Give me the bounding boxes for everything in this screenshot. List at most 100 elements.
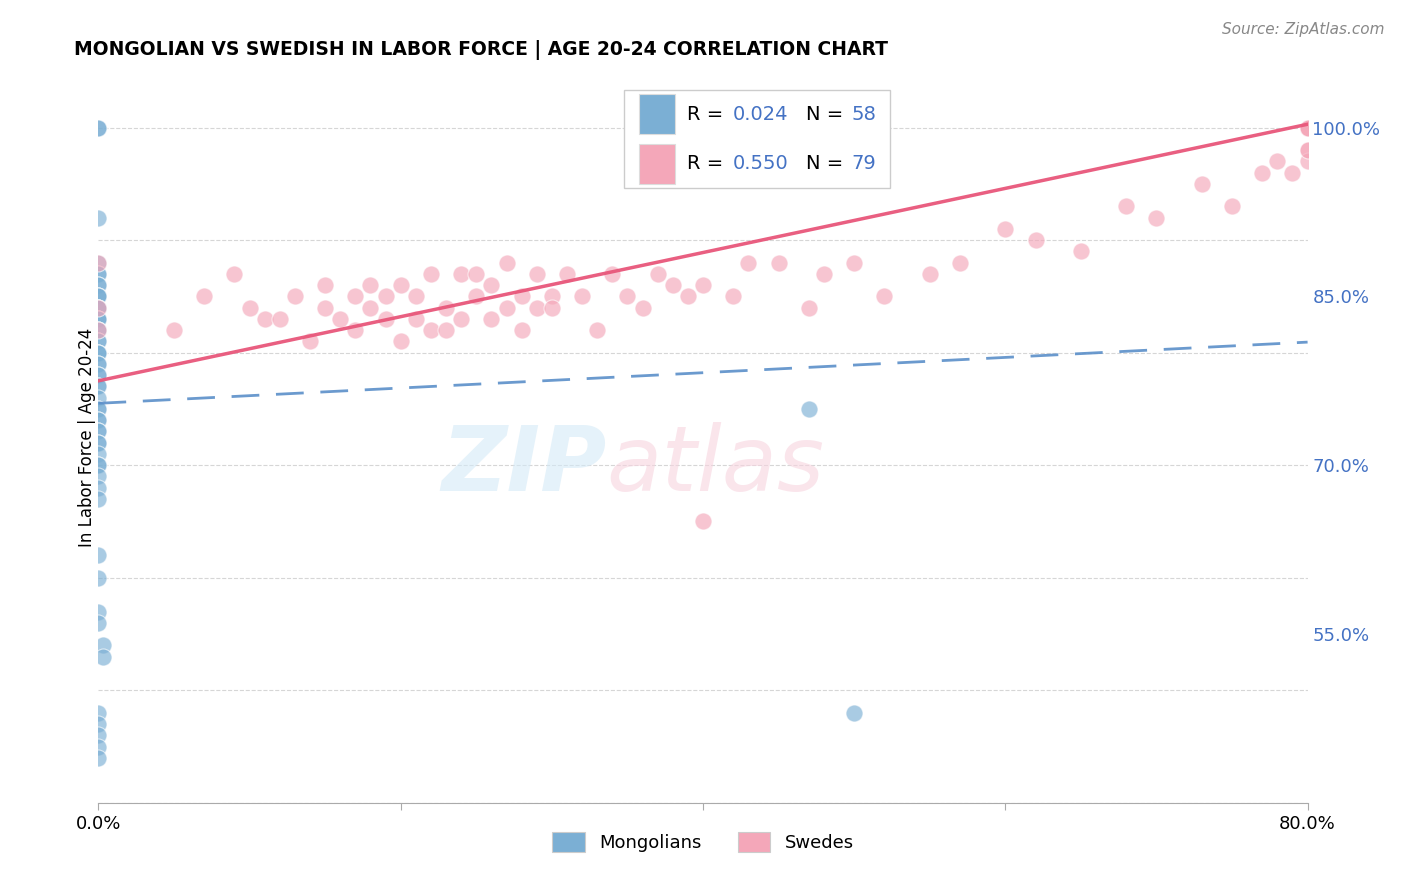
- Point: [87, 312, 110, 326]
- Point: [87, 605, 110, 619]
- Point: [87, 447, 110, 461]
- Point: [1251, 166, 1274, 180]
- Point: [481, 312, 503, 326]
- Point: [450, 312, 472, 326]
- Point: [602, 267, 624, 281]
- Point: [87, 728, 110, 742]
- Point: [616, 289, 638, 303]
- Point: [994, 222, 1017, 236]
- Point: [87, 368, 110, 383]
- Point: [87, 301, 110, 315]
- Point: [420, 267, 443, 281]
- Point: [87, 458, 110, 473]
- Point: [1220, 199, 1243, 213]
- Point: [389, 278, 412, 293]
- Point: [87, 255, 110, 269]
- Point: [1281, 166, 1303, 180]
- Point: [91, 649, 114, 664]
- Point: [918, 267, 941, 281]
- Point: [420, 323, 443, 337]
- Point: [239, 301, 262, 315]
- Point: [87, 368, 110, 383]
- Point: [1296, 120, 1319, 135]
- Point: [87, 323, 110, 337]
- Point: [87, 706, 110, 720]
- Point: [91, 638, 114, 652]
- Point: [87, 289, 110, 303]
- Point: [224, 267, 246, 281]
- Point: [510, 323, 533, 337]
- Point: [360, 278, 382, 293]
- Point: [87, 334, 110, 349]
- Point: [1296, 154, 1319, 169]
- Point: [87, 413, 110, 427]
- Point: [87, 739, 110, 754]
- Point: [87, 413, 110, 427]
- Point: [844, 255, 866, 269]
- Point: [540, 301, 562, 315]
- Point: [1296, 120, 1319, 135]
- Text: 0.550: 0.550: [734, 154, 789, 173]
- Point: [87, 334, 110, 349]
- Point: [87, 379, 110, 393]
- Point: [87, 312, 110, 326]
- FancyBboxPatch shape: [638, 144, 675, 184]
- Point: [571, 289, 593, 303]
- Point: [163, 323, 186, 337]
- Point: [1296, 120, 1319, 135]
- Point: [526, 267, 548, 281]
- Point: [844, 706, 866, 720]
- Point: [87, 401, 110, 416]
- Point: [949, 255, 972, 269]
- Point: [555, 267, 578, 281]
- Point: [87, 425, 110, 439]
- Point: [465, 289, 488, 303]
- Text: N =: N =: [806, 154, 849, 173]
- FancyBboxPatch shape: [638, 95, 675, 135]
- Point: [87, 458, 110, 473]
- Point: [87, 211, 110, 225]
- Legend: Mongolians, Swedes: Mongolians, Swedes: [546, 824, 860, 860]
- Point: [87, 469, 110, 483]
- Point: [87, 435, 110, 450]
- Text: MONGOLIAN VS SWEDISH IN LABOR FORCE | AGE 20-24 CORRELATION CHART: MONGOLIAN VS SWEDISH IN LABOR FORCE | AG…: [75, 39, 889, 60]
- Point: [87, 548, 110, 562]
- Point: [87, 357, 110, 371]
- Point: [873, 289, 896, 303]
- Text: Source: ZipAtlas.com: Source: ZipAtlas.com: [1222, 22, 1385, 37]
- Point: [692, 278, 714, 293]
- Point: [495, 301, 517, 315]
- Point: [87, 267, 110, 281]
- Point: [314, 278, 336, 293]
- Point: [797, 301, 820, 315]
- Point: [1191, 177, 1213, 191]
- Point: [510, 289, 533, 303]
- Text: R =: R =: [688, 154, 730, 173]
- Point: [87, 323, 110, 337]
- Point: [1267, 154, 1289, 169]
- Point: [269, 312, 291, 326]
- Point: [344, 323, 367, 337]
- Point: [87, 255, 110, 269]
- Text: ZIP: ZIP: [441, 422, 606, 510]
- Point: [586, 323, 609, 337]
- Text: atlas: atlas: [606, 422, 824, 510]
- Point: [389, 334, 412, 349]
- Point: [450, 267, 472, 281]
- Point: [434, 323, 457, 337]
- Point: [87, 120, 110, 135]
- Point: [87, 425, 110, 439]
- Point: [87, 401, 110, 416]
- Point: [481, 278, 503, 293]
- Point: [87, 267, 110, 281]
- Point: [540, 289, 562, 303]
- Point: [1296, 143, 1319, 157]
- Point: [87, 345, 110, 359]
- Point: [87, 751, 110, 765]
- Point: [692, 515, 714, 529]
- Point: [87, 615, 110, 630]
- Text: 58: 58: [852, 105, 876, 124]
- Point: [768, 255, 790, 269]
- Point: [87, 571, 110, 585]
- Point: [1296, 143, 1319, 157]
